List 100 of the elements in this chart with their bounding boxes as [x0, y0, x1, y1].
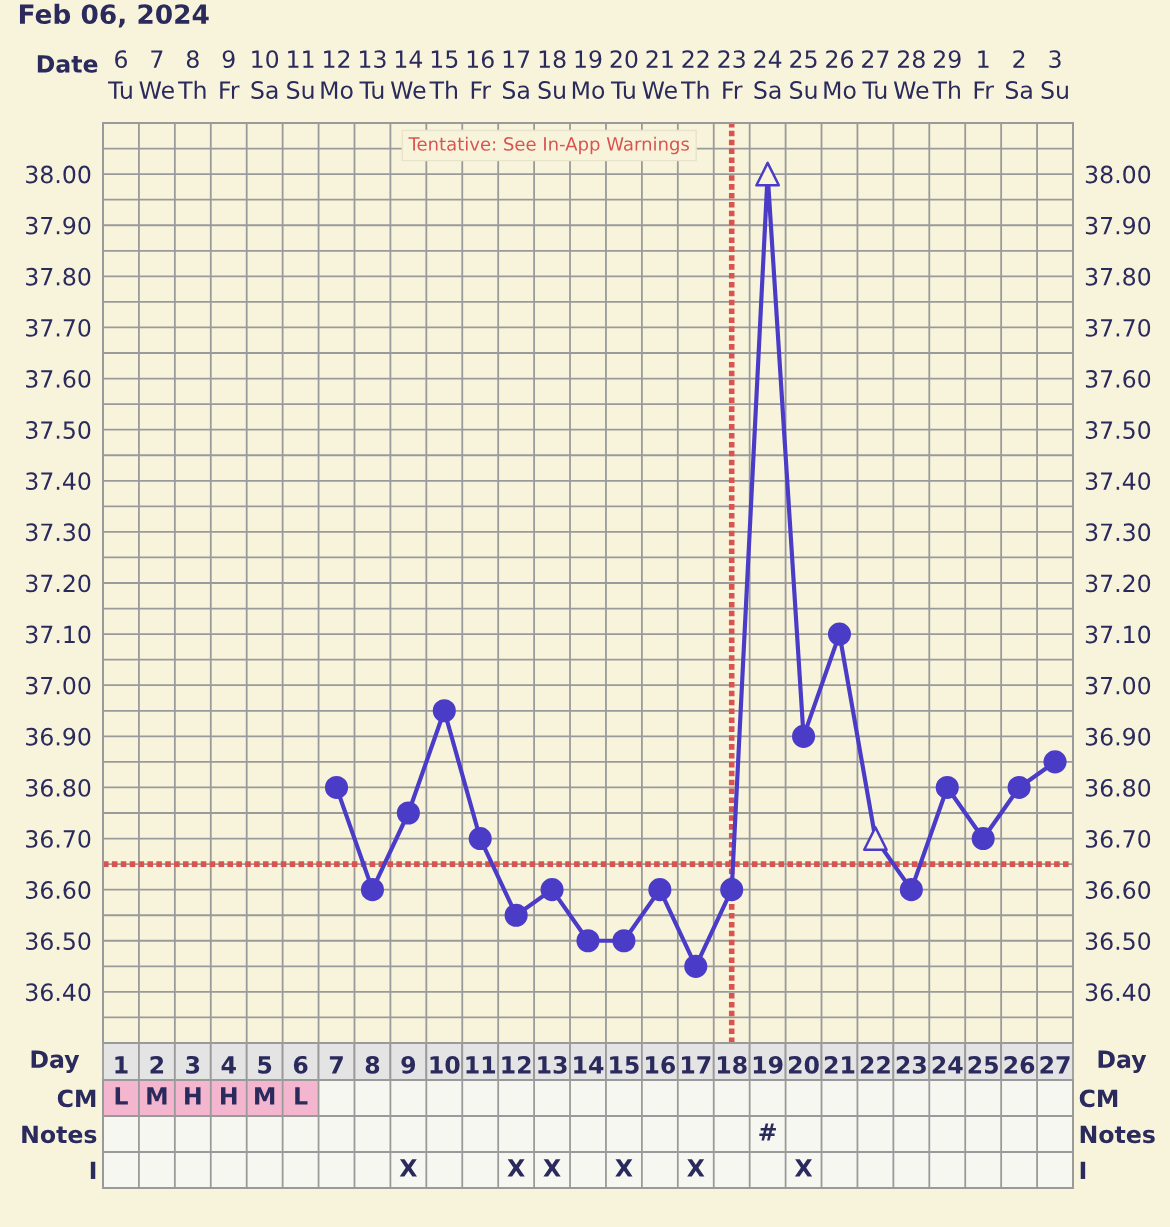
x2-tick-label: 10 Sa: [251, 50, 279, 99]
text: X: [543, 1159, 561, 1177]
point: [360, 878, 384, 902]
x-tick-label: 5: [258, 1056, 272, 1074]
y-tick-label: 37.80: [26, 267, 91, 286]
x2-tick-label: 6 Tu: [107, 50, 132, 99]
point: [432, 699, 456, 723]
point: [684, 954, 708, 978]
text: X: [399, 1159, 417, 1177]
x2-tick-label: 13 Tu: [359, 50, 386, 99]
x2-tick-label: 7 We: [139, 50, 174, 99]
x-tick-label: 9: [401, 1055, 416, 1074]
point: [612, 929, 636, 953]
x-tick-label: 18: [717, 1055, 747, 1074]
point: [540, 878, 564, 902]
x-tick-label: 13: [538, 1055, 567, 1074]
y-tick-label: 36.90: [26, 727, 91, 746]
x-tick-label: 15: [610, 1056, 639, 1074]
x-tick-label: 22: [860, 1055, 890, 1074]
x2-tick-label: 18 Su: [538, 50, 566, 99]
x2-tick-label: 28 We: [893, 50, 929, 99]
text: L: [115, 1087, 128, 1105]
point: [1007, 775, 1031, 799]
x-tick-label: 10: [430, 1055, 460, 1074]
x-tick-label: 7: [329, 1056, 343, 1074]
y-tick-label: 36.60: [26, 881, 91, 899]
text: L: [295, 1087, 308, 1105]
x2-tick-label: 23 Fr: [718, 50, 745, 99]
x2-tick-label: 15 Th: [429, 50, 458, 99]
x-axis-title: Day: [31, 1050, 80, 1073]
y-tick-label: 37.50: [26, 421, 91, 439]
x-tick-label: 25: [968, 1055, 998, 1074]
text: H: [185, 1087, 201, 1105]
y-tick-label: Notes: [1080, 1125, 1155, 1144]
x-tick-label: 6: [293, 1055, 308, 1074]
point: [1043, 750, 1067, 774]
y-tick-label: 37.90: [26, 216, 91, 235]
y-tick-label: 38.00: [26, 165, 91, 184]
point: [792, 724, 816, 748]
chart-title: Feb 06, 2024: [19, 3, 209, 28]
text: X: [794, 1159, 813, 1177]
y-tick-label: CM: [1079, 1089, 1118, 1108]
y-tick-label: 37.30: [26, 523, 91, 542]
x2-tick-label: 20 Tu: [610, 50, 638, 99]
x-tick-label: 27: [1040, 1055, 1070, 1074]
x-tick-label: 19: [753, 1055, 783, 1074]
x-tick-label: 2: [150, 1055, 164, 1074]
point: [720, 878, 744, 902]
x2-tick-label: 3 Su: [1041, 50, 1068, 99]
x-tick-label: 26: [1004, 1055, 1035, 1074]
x2-tick-label: 22 Th: [681, 50, 709, 99]
text: #: [759, 1123, 776, 1141]
text: X: [507, 1159, 525, 1177]
point: [396, 801, 420, 825]
point: [827, 622, 852, 646]
y-tick-label: 37.10: [26, 625, 91, 644]
x-tick-label: 3: [186, 1055, 200, 1074]
x-tick-label: 11: [466, 1056, 496, 1074]
y-tick-label: 37.20: [26, 574, 91, 593]
point: [755, 161, 781, 187]
text: H: [221, 1087, 237, 1105]
y-tick-label: 37.40: [26, 472, 91, 491]
point: [899, 878, 923, 902]
x2-tick-label: 11 Su: [287, 50, 314, 99]
point: [971, 827, 995, 851]
x2-tick-label: 2 Sa: [1005, 50, 1032, 99]
point: [468, 827, 492, 851]
x-tick-label: 1: [115, 1056, 128, 1074]
x2-tick-label: 21 We: [642, 50, 677, 99]
x2-tick-label: 8 Th: [178, 50, 206, 99]
x2-tick-label: 16 Fr: [467, 50, 494, 99]
x-tick-label: 21: [824, 1055, 855, 1074]
x2-tick-label: 1 Fr: [974, 50, 994, 99]
point: [935, 775, 959, 799]
x-tick-label: 4: [221, 1056, 236, 1074]
y-tick-label: 37.70: [26, 318, 91, 337]
x-tick-label: 23: [896, 1055, 926, 1074]
text: Day: [1098, 1050, 1147, 1073]
x2-tick-label: 14 We: [390, 50, 426, 99]
y-tick-label: 36.70: [26, 830, 91, 848]
point: [648, 878, 672, 902]
point: [862, 826, 888, 851]
y-tick-label: 37.00: [26, 676, 91, 695]
x-tick-label: 14: [574, 1056, 604, 1074]
x-tick-label: 17: [682, 1056, 711, 1074]
text: X: [615, 1159, 633, 1177]
y-tick-label: 37.60: [26, 370, 91, 388]
y-tick-label: 36.80: [26, 778, 91, 797]
y-tick-label: 36.40: [26, 983, 91, 1002]
x-tick-label: 8: [365, 1055, 380, 1074]
x2-tick-label: 24 Sa: [754, 50, 782, 99]
x-tick-label: 12: [502, 1055, 531, 1074]
x2-tick-label: 25 Su: [790, 50, 817, 99]
x2-tick-label: 26 Mo: [824, 50, 856, 99]
x2-axis-title: Date: [37, 55, 98, 73]
x2-tick-label: 29 Th: [932, 50, 961, 99]
y-tick-label: I: [1080, 1161, 1086, 1179]
x2-tick-label: 12 Mo: [321, 50, 353, 99]
text: M: [255, 1087, 275, 1105]
point: [504, 903, 528, 927]
